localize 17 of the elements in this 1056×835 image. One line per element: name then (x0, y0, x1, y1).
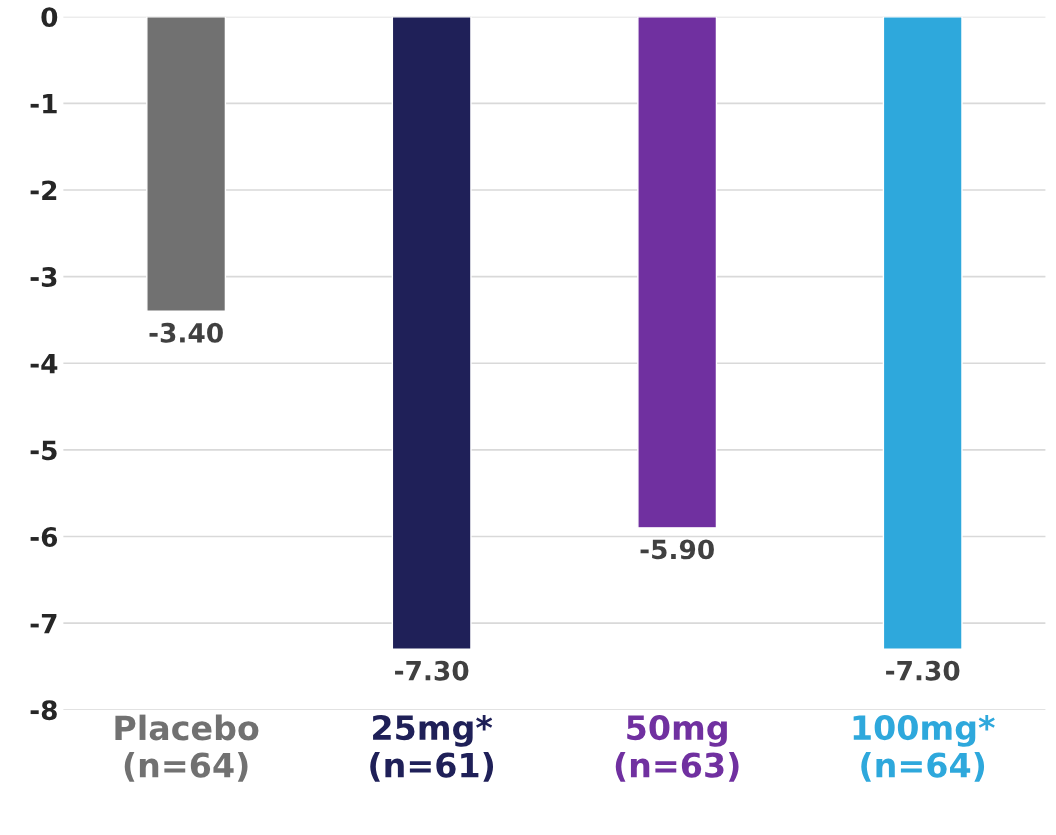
y-tick-label: -7 (30, 613, 57, 634)
y-tick-label: -8 (30, 700, 57, 721)
y-tick-label: -1 (30, 94, 57, 114)
y-tick-label: -6 (30, 526, 58, 547)
data-label: -3.40 (149, 322, 223, 343)
y-tick-label: -5 (30, 440, 57, 461)
x-tick-label: 100mg* (n=64) (853, 714, 995, 782)
y-tick-label: -3 (30, 267, 57, 287)
y-tick-label: -2 (30, 180, 57, 200)
x-tick-label: Placebo (n=64) (115, 714, 259, 782)
x-tick-label: 50mg (n=63) (615, 714, 739, 782)
data-label: -5.90 (640, 539, 714, 560)
data-label: -7.30 (886, 660, 960, 681)
y-tick-label: 0 (41, 7, 58, 28)
y-tick-label: -4 (30, 354, 58, 374)
x-tick-label: 25mg* (n=61) (370, 714, 494, 782)
data-label: -7.30 (395, 660, 469, 681)
